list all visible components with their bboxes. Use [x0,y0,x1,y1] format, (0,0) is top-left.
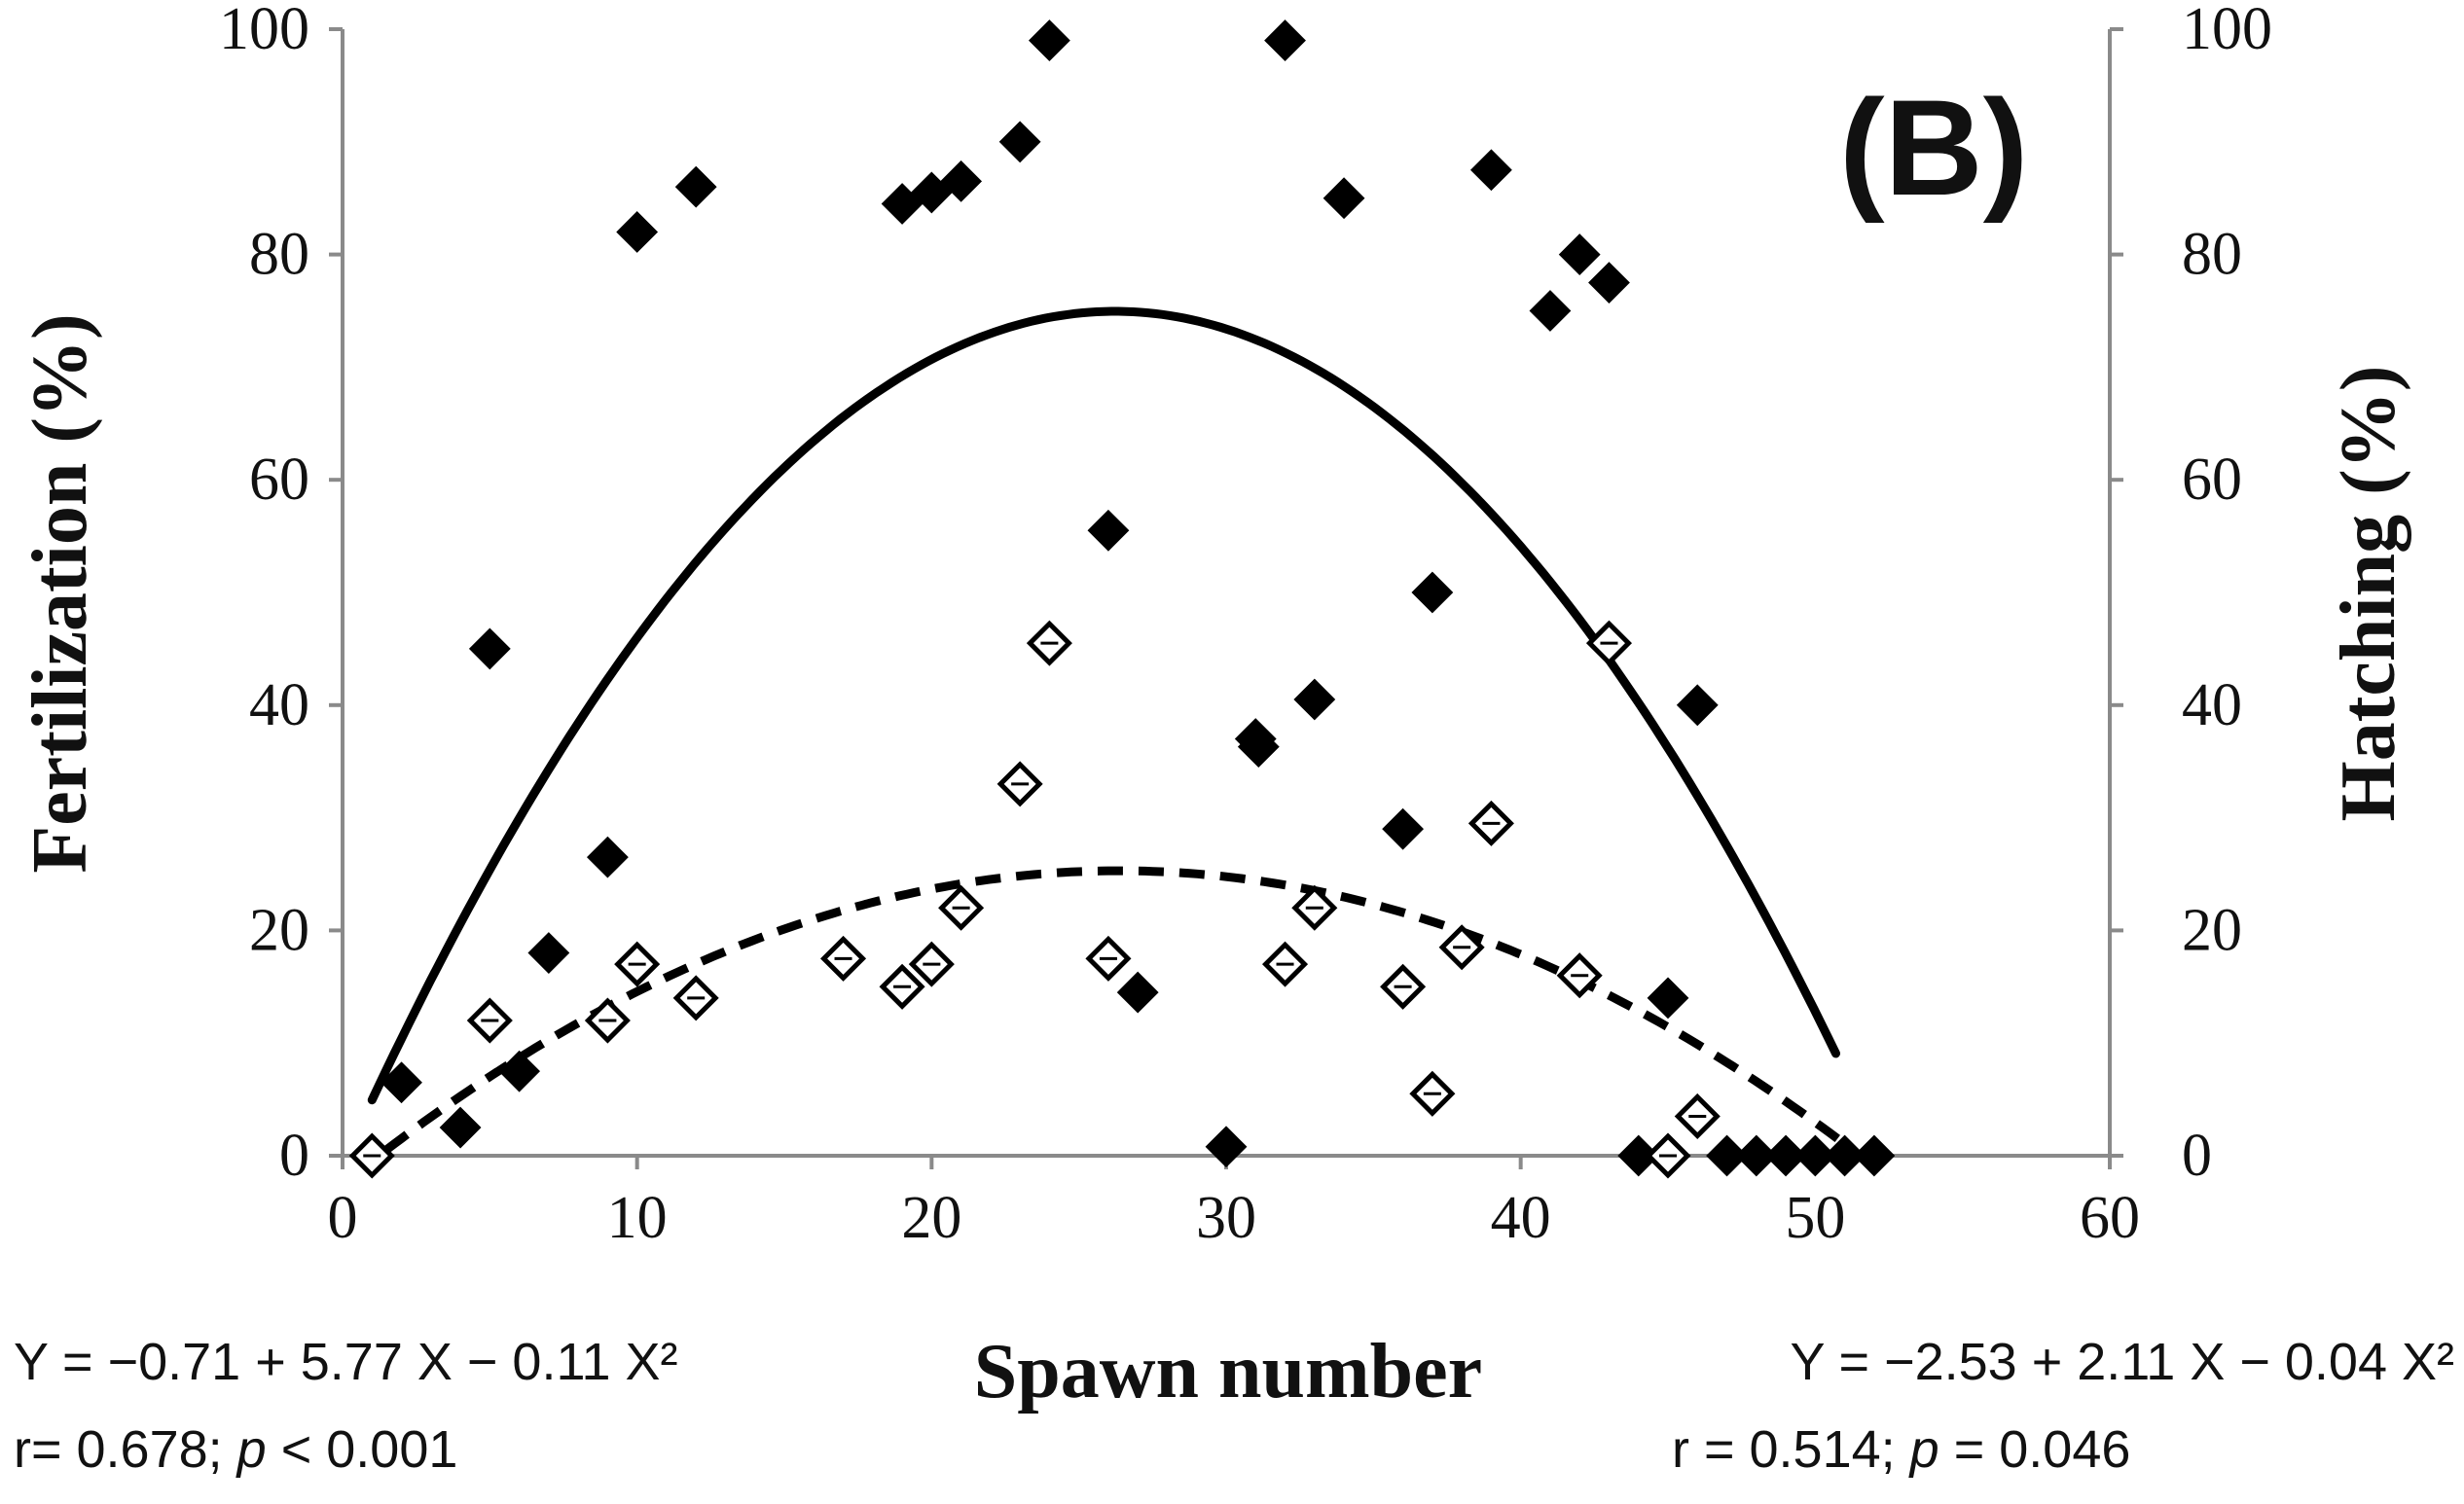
hatching-point [1026,620,1072,666]
y-tick-label-right: 60 [2182,447,2242,513]
y-tick-label-left: 0 [279,1123,309,1189]
x-tick-label: 30 [1196,1185,1256,1251]
fertilization-point [1116,971,1159,1014]
hatching-point [1085,935,1132,982]
hatching-point [1409,1070,1456,1117]
y-tick-label-left: 100 [219,0,309,62]
hatching-point [584,997,631,1044]
hatching-point [1468,800,1514,846]
panel-label: (B) [1839,71,2028,224]
fertilization-point [1735,1134,1778,1177]
y-tick-label-left: 20 [249,897,309,963]
fertilization-point [674,165,717,208]
fertilization-point [1293,678,1336,721]
hatching-point [1556,952,1603,999]
y-axis-title-right: Hatching (%) [2326,366,2411,822]
ticks: 0 10 20 30 40 50 60 0 20 40 60 80 100 0 20 40 60 80 100 [219,0,2272,1251]
hatching-point [908,941,955,987]
fertilization-point [1588,262,1630,304]
hatching-point [879,963,925,1010]
hatching-point [1674,1092,1721,1140]
y-tick-label-left: 40 [249,672,309,738]
fertilization-point [1382,807,1425,850]
hatching-point [938,884,985,931]
hatching-point [466,997,513,1044]
hatching-fit-curve [383,866,1874,1161]
fit-curves [367,306,1874,1161]
x-tick-label: 20 [901,1185,961,1251]
markers [348,19,1896,1179]
fertilization-equation: Y = −0.71 + 5.77 X − 0.11 X² [14,1333,678,1391]
y-tick-label-right: 80 [2182,222,2242,288]
y-tick-label-left: 60 [249,447,309,513]
fertilization-point [616,211,659,253]
hatching-point [672,975,719,1021]
fertilization-point [1323,177,1365,220]
hatching-point [1438,924,1485,971]
x-tick-label: 50 [1785,1185,1845,1251]
fertilization-point [1529,290,1572,332]
fertilization-point [1647,977,1689,1020]
fertilization-point [1264,19,1306,61]
x-tick-label: 0 [328,1185,358,1251]
hatching-point [1585,620,1633,666]
fertilization-point [527,932,570,974]
x-tick-label: 10 [607,1185,668,1251]
y-tick-label-right: 20 [2182,897,2242,963]
fertilization-point [1824,1134,1866,1177]
y-tick-label-left: 80 [249,222,309,288]
x-tick-label: 40 [1491,1185,1551,1251]
fertilization-point [1087,509,1130,552]
hatching-point [1291,884,1338,931]
hatching-point [819,935,867,982]
hatching-point [1645,1132,1691,1179]
y-axis-title-left: Fertilization (%) [18,313,103,873]
fertilization-stats: r= 0.678; p < 0.001 [14,1420,457,1479]
fertilization-point [1676,684,1719,727]
hatching-point [996,761,1043,807]
hatching-equation: Y = −2.53 + 2.11 X − 0.04 X² [1790,1333,2454,1391]
fertilization-point [1205,1126,1248,1168]
fertilization-point [1558,233,1601,276]
y-tick-label-right: 40 [2182,672,2242,738]
fertilization-point [998,121,1041,163]
fertilization-point [1617,1134,1660,1177]
fertilization-point [1411,571,1454,614]
hatching-stats: r = 0.514; p = 0.046 [1672,1420,2130,1479]
fertilization-point [1764,1134,1807,1177]
fertilization-point [380,1061,422,1104]
fertilization-point [910,171,953,214]
fertilization-point [1794,1134,1836,1177]
fertilization-point [881,183,924,225]
fertilization-point [940,160,983,202]
hatching-point [1261,941,1309,987]
hatching-point [348,1132,395,1179]
fertilization-point [439,1106,482,1149]
x-axis-title: Spawn number [974,1329,1482,1414]
fertilization-point [1706,1134,1748,1177]
fertilization-point [468,627,511,670]
fertilization-point [1237,726,1280,769]
x-tick-label: 60 [2080,1185,2140,1251]
fertilization-point [498,1050,541,1092]
fertilization-point [1853,1134,1896,1177]
fertilization-fit-curve [367,306,1840,1105]
hatching-point [1380,963,1427,1010]
y-tick-label-right: 0 [2182,1123,2212,1189]
fertilization-point [1028,19,1070,61]
hatching-point [614,941,661,987]
fertilization-point [586,836,629,878]
fertilization-point [1469,149,1512,192]
y-tick-label-right: 100 [2182,0,2272,62]
